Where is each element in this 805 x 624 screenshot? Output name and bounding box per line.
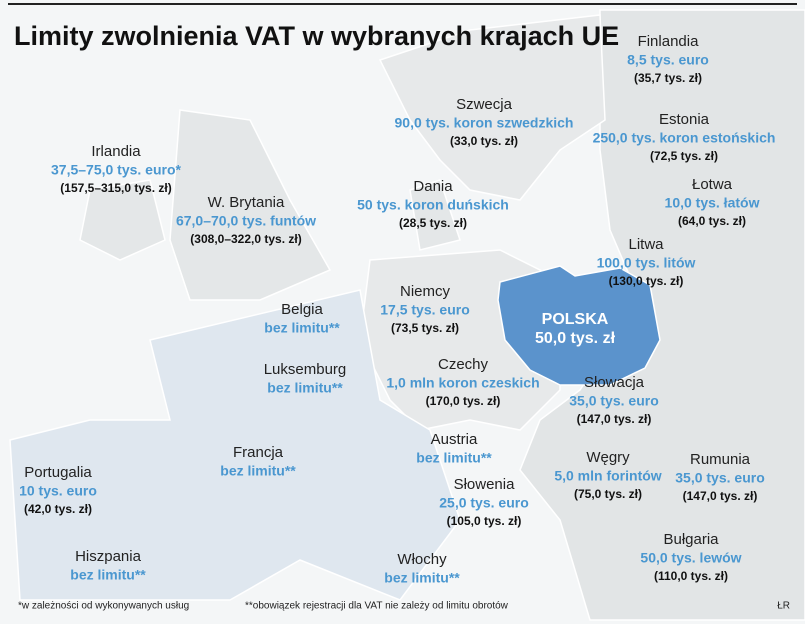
country-labels: Finlandia 8,5 tys. euro (35,7 tys. zł) Szwe… — [19, 33, 775, 586]
vat-limit: 250,0 tys. koron estońskich — [593, 130, 776, 146]
vat-limit: 37,5–75,0 tys. euro* — [51, 162, 182, 178]
vat-limit: 1,0 mln koron czeskich — [386, 375, 539, 391]
pln-equivalent: (105,0 tys. zł) — [447, 514, 522, 528]
country-name: Austria — [431, 431, 478, 448]
land — [9, 9, 805, 621]
vat-limit: 8,5 tys. euro — [627, 52, 709, 68]
vat-limit: 25,0 tys. euro — [439, 495, 529, 511]
country-name: Estonia — [659, 111, 710, 128]
footnote: *w zależności od wykonywanych usług — [18, 601, 189, 612]
vat-limit: bez limitu** — [70, 567, 146, 583]
pln-equivalent: (147,0 tys. zł) — [683, 489, 758, 503]
country-name: Finlandia — [638, 33, 700, 50]
pln-equivalent: (147,0 tys. zł) — [577, 412, 652, 426]
pln-equivalent: (75,0 tys. zł) — [574, 487, 642, 501]
country-name: Czechy — [438, 356, 489, 373]
vat-limit: 5,0 mln forintów — [554, 468, 661, 484]
country-name: POLSKA — [542, 311, 609, 328]
country-name: Litwa — [628, 236, 664, 253]
denmark — [409, 179, 461, 251]
vat-limit: 67,0–70,0 tys. funtów — [176, 213, 316, 229]
country-name: Portugalia — [24, 464, 92, 481]
vat-limit: 35,0 tys. euro — [569, 393, 659, 409]
great-britain — [169, 109, 332, 301]
vat-limit: 100,0 tys. litów — [597, 255, 696, 271]
vat-limit: bez limitu** — [416, 450, 492, 466]
footnote: **obowiązek rejestracji dla VAT nie zale… — [245, 601, 509, 612]
scandinavia — [378, 14, 606, 201]
vat-limit: bez limitu** — [267, 380, 343, 396]
country-name: Słowacja — [584, 374, 645, 391]
pln-equivalent: (130,0 tys. zł) — [609, 274, 684, 288]
vat-limit: bez limitu** — [220, 463, 296, 479]
west-europe — [9, 289, 461, 601]
pln-equivalent: (157,5–315,0 tys. zł) — [60, 181, 171, 195]
vat-limit: bez limitu** — [384, 570, 460, 586]
pln-equivalent: (72,5 tys. zł) — [650, 149, 718, 163]
country-name: Szwecja — [456, 96, 513, 113]
country-name: Niemcy — [400, 283, 451, 300]
vat-limit: 50 tys. koron duńskich — [357, 197, 509, 213]
credit: ŁR — [777, 601, 790, 612]
country-name: Węgry — [586, 449, 630, 466]
pln-equivalent: (33,0 tys. zł) — [450, 134, 518, 148]
ireland — [79, 179, 166, 261]
vat-limit: 50,0 tys. zł — [535, 330, 616, 347]
vat-limit: 10 tys. euro — [19, 483, 97, 499]
vat-limit: 10,0 tys. łatów — [665, 195, 760, 211]
poland — [497, 265, 661, 386]
pln-equivalent: (73,5 tys. zł) — [391, 321, 459, 335]
country-name: Bułgaria — [663, 531, 719, 548]
pln-equivalent: (35,7 tys. zł) — [634, 71, 702, 85]
country-name: Rumunia — [690, 451, 751, 468]
vat-limit: 35,0 tys. euro — [675, 470, 765, 486]
vat-limit: 50,0 tys. lewów — [640, 550, 741, 566]
east-europe — [519, 9, 805, 621]
country-name: Luksemburg — [264, 361, 347, 378]
country-name: Włochy — [397, 551, 447, 568]
country-name: Francja — [233, 444, 284, 461]
country-name: W. Brytania — [208, 194, 285, 211]
pln-equivalent: (110,0 tys. zł) — [654, 569, 728, 583]
title: Limity zwolnienia VAT w wybranych krajac… — [14, 21, 619, 51]
vat-limit: 90,0 tys. koron szwedzkich — [395, 115, 574, 131]
country-name: Irlandia — [91, 143, 141, 160]
pln-equivalent: (308,0–322,0 tys. zł) — [190, 232, 301, 246]
country-name: Belgia — [281, 301, 323, 318]
pln-equivalent: (170,0 tys. zł) — [426, 394, 501, 408]
country-name: Słowenia — [454, 476, 516, 493]
vat-limit: 17,5 tys. euro — [380, 302, 470, 318]
country-name: Łotwa — [692, 176, 733, 193]
country-name: Hiszpania — [75, 548, 142, 565]
country-name: Dania — [413, 178, 453, 195]
pln-equivalent: (28,5 tys. zł) — [399, 216, 467, 230]
pln-equivalent: (64,0 tys. zł) — [678, 214, 746, 228]
vat-limit: bez limitu** — [264, 320, 340, 336]
pln-equivalent: (42,0 tys. zł) — [24, 502, 92, 516]
